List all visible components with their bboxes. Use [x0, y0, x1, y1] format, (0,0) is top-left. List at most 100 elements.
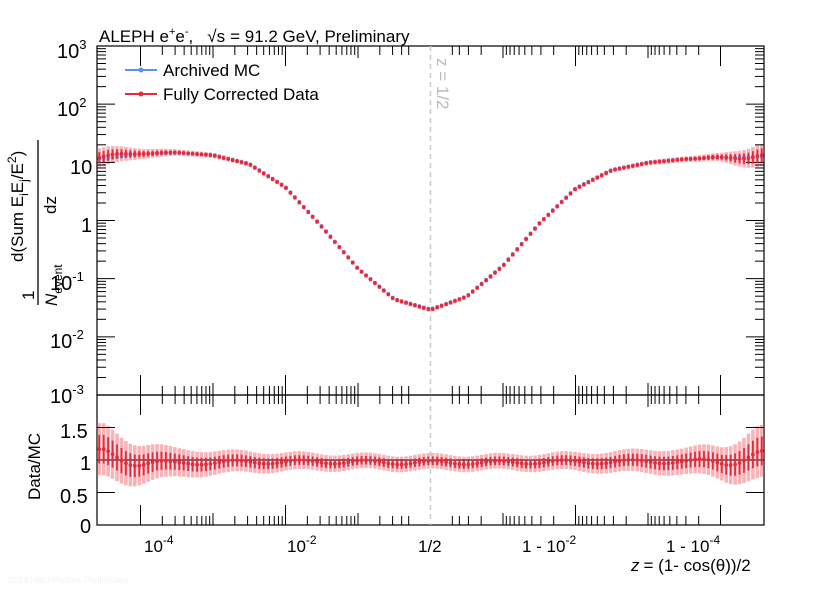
ratio-point — [181, 461, 186, 465]
ratio-point — [559, 458, 564, 463]
ratio-y-tick-label: 0 — [80, 516, 91, 538]
data-point — [719, 155, 724, 160]
data-point — [475, 285, 480, 290]
ratio-point — [742, 458, 746, 463]
data-point — [377, 284, 382, 289]
ratio-point — [617, 458, 622, 463]
y-tick-label: 10-2 — [50, 327, 84, 353]
data-point — [279, 183, 284, 187]
data-point — [190, 151, 195, 156]
ratio-point — [457, 462, 462, 467]
ratio-point — [706, 457, 711, 462]
data-point — [435, 305, 440, 310]
data-point — [297, 200, 302, 205]
data-point — [373, 281, 377, 285]
data-point — [413, 303, 417, 308]
data-point — [306, 210, 311, 214]
ratio-point — [315, 460, 320, 464]
x-tick-label: 1/2 — [418, 537, 442, 556]
data-point — [181, 151, 186, 155]
ratio-point — [630, 457, 635, 462]
data-point — [315, 219, 320, 224]
data-point — [346, 255, 351, 260]
data-point — [688, 157, 693, 161]
data-point — [430, 307, 435, 312]
ratio-point — [164, 458, 168, 463]
ratio-point — [172, 459, 177, 464]
data-point — [266, 174, 271, 179]
ratio-point — [408, 461, 413, 466]
data-point — [506, 257, 511, 262]
ratio-y-tick-label: 0.5 — [60, 486, 88, 508]
ratio-point — [453, 461, 457, 466]
x-tick-label: 10-4 — [144, 533, 174, 556]
data-point — [328, 234, 333, 239]
watermark: 2024 Hard Probes Preliminary — [8, 575, 129, 585]
ratio-point — [190, 462, 195, 467]
data-point — [439, 303, 444, 308]
data-point — [573, 187, 577, 192]
data-point — [390, 296, 395, 300]
ratio-point — [217, 460, 222, 465]
y-title-numerator: d(Sum EiEj/E2) — [5, 151, 31, 262]
data-point — [395, 298, 400, 303]
ratio-point — [350, 459, 355, 464]
ratio-point — [395, 462, 400, 467]
legend-data-marker — [138, 91, 144, 97]
ratio-point — [310, 459, 315, 464]
ratio-point — [124, 461, 128, 466]
ratio-point — [737, 460, 742, 465]
ratio-point — [528, 462, 533, 466]
ratio-point — [381, 460, 386, 465]
ratio-point — [261, 461, 266, 466]
data-point — [533, 226, 537, 231]
data-point — [101, 154, 106, 159]
data-point — [590, 178, 595, 182]
data-point — [479, 282, 484, 286]
data-point — [426, 307, 431, 312]
ratio-point — [413, 460, 417, 465]
data-point — [515, 247, 520, 252]
ratio-point — [341, 461, 346, 465]
ratio-point — [186, 461, 191, 466]
ratio-point — [417, 460, 422, 464]
data-point — [577, 184, 582, 189]
data-point — [172, 150, 177, 155]
ratio-point — [582, 460, 586, 465]
ratio-y-tick-label: 1 — [80, 453, 91, 475]
chart-title: ALEPH e+e-, √s = 91.2 GeV, Preliminary — [99, 26, 410, 46]
ratio-point — [639, 458, 644, 463]
y-axis-title: 1 Nevent d(Sum EiEj/E2) dz — [5, 140, 65, 306]
ratio-y-axis-title: Data/MC — [25, 433, 44, 500]
data-point — [541, 217, 546, 222]
x-tick-label: 1 - 10-2 — [522, 533, 576, 556]
data-point — [208, 153, 213, 158]
ratio-point — [373, 459, 377, 463]
data-point — [706, 155, 711, 160]
ratio-point — [399, 462, 404, 467]
ratio-point — [195, 462, 199, 467]
ratio-point — [150, 460, 155, 465]
data-point — [550, 208, 555, 213]
data-point — [617, 166, 622, 171]
ratio-point — [208, 461, 213, 466]
data-point — [119, 151, 124, 156]
ratio-point — [319, 460, 324, 465]
ratio-point — [110, 452, 115, 457]
ratio-point — [230, 458, 235, 463]
ratio-point — [239, 458, 244, 463]
ratio-point — [546, 459, 551, 464]
data-point — [608, 168, 613, 173]
ratio-point — [555, 458, 560, 463]
ratio-point — [622, 458, 626, 463]
data-point — [150, 151, 155, 156]
ratio-point — [657, 461, 662, 466]
data-point — [675, 158, 680, 162]
data-point — [270, 177, 275, 182]
ratio-point — [226, 458, 231, 463]
data-point — [568, 191, 573, 196]
data-point — [177, 150, 182, 155]
x-tick-label: 1 - 10-4 — [666, 533, 720, 556]
data-point — [728, 155, 733, 160]
ratio-point — [368, 458, 373, 463]
